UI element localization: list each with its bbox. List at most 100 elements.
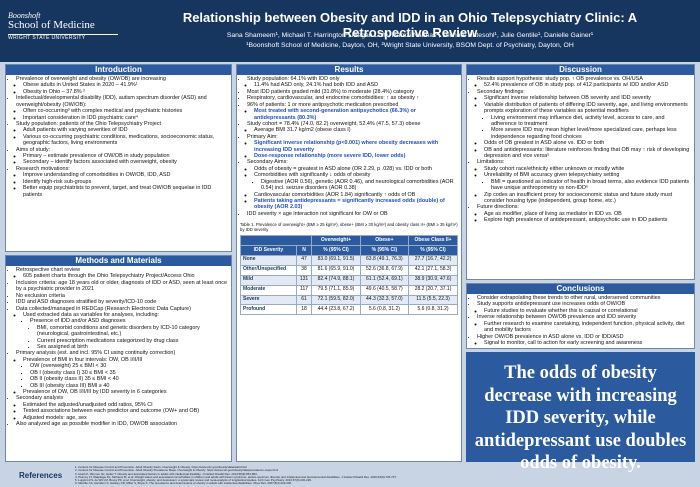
section-title: Methods and Materials bbox=[6, 256, 231, 266]
table-cell: 27.7 (16.7, 42.2) bbox=[408, 254, 458, 266]
table-row: Other/Unspecified 38 81.6 (65.9, 91.0) 52.6… bbox=[240, 264, 458, 276]
table-cell: None bbox=[240, 254, 297, 266]
bullet-item: Sex assigned at birth bbox=[37, 344, 228, 350]
bullet-item: Primary analysis (est. and incl. 95% CI … bbox=[16, 350, 228, 395]
bullet-text: Current prescription medications categor… bbox=[37, 337, 179, 344]
bullet-item: 605 patient charts through the Ohio Tele… bbox=[23, 273, 228, 279]
bullet-list: 11.4% had ASD only, 24.1% had both IDD a… bbox=[247, 82, 458, 88]
bullet-item: 52.4% prevalence of OB in study pop. of … bbox=[484, 82, 691, 88]
table-row: Moderate 117 79.5 (71.1, 85.9) 49.6 (40.5, … bbox=[240, 284, 458, 296]
reference: 4. Ptomey LT, Walpitage DL, Mohseni M, e… bbox=[75, 474, 397, 479]
bullet-list: Significant inverse relationship (p<0.00… bbox=[247, 140, 458, 159]
bullet-list: Used extracted data as variables for ana… bbox=[16, 312, 228, 351]
bullet-item: Secondary findings:Significant inverse r… bbox=[477, 89, 691, 160]
bullet-item: Used extracted data as variables for ana… bbox=[23, 312, 228, 351]
bullet-list: Digestive (AOR 0.56), genetic (AOR 0.46)… bbox=[254, 179, 458, 192]
bullet-item: Secondary – identify factors associated … bbox=[23, 159, 228, 165]
bullet-text: Limitations: bbox=[477, 159, 505, 166]
bullet-item: Important consideration in IDD psychiatr… bbox=[23, 115, 228, 121]
conclusions: ConclusionsConsider extrapolating these … bbox=[466, 283, 695, 349]
bullet-item: More severe IDD may mean higher level/mo… bbox=[491, 127, 691, 140]
table-header-cell: IDD Severity bbox=[240, 245, 297, 256]
bullet-text: Sex assigned at birth bbox=[37, 344, 88, 351]
bullet-item: OW (overweight) 25 ≤ BMI < 30 bbox=[30, 363, 228, 369]
bullet-item: Digestive (AOR 0.56), genetic (AOR 0.46)… bbox=[261, 179, 458, 192]
table-row: Severe 61 72.1 (59.5, 82.0) 44.3 (32.3, 57.… bbox=[240, 294, 458, 306]
bullet-item: Cardiovascular comorbidities (AOR 1.84) … bbox=[254, 192, 458, 198]
bullet-list: Presence of IDD and/or ASD diagnosesBMI,… bbox=[23, 318, 228, 350]
bullet-text: Odds of OB greatest in ASD alone vs. IDD… bbox=[484, 140, 605, 147]
bullet-item: Various co-occurring psychiatric conditi… bbox=[23, 134, 228, 147]
bullet-list: 52.4% prevalence of OB in study pop. of … bbox=[477, 82, 691, 88]
logo-line: School of Medicine bbox=[8, 19, 95, 32]
bullet-text: Secondary Aims: bbox=[247, 159, 288, 166]
bullet-text: Results support hypothesis: study pop. ↑… bbox=[477, 76, 643, 82]
table-cell: 38.9 (30.9, 47.6) bbox=[408, 274, 458, 286]
section-body: Retrospective chart review605 patient ch… bbox=[6, 266, 231, 428]
bullet-text: BMI = questioned as indicator of health … bbox=[491, 178, 690, 192]
bullet-list: Often co-occurring³ with complex medical… bbox=[16, 108, 228, 121]
bullet-item: Most IDD patients graded mild (31.8%) to… bbox=[247, 89, 458, 95]
bullet-list: Results support hypothesis: study pop. ↑… bbox=[470, 76, 691, 224]
table-header-row: IDD Severity N% (95% CI)% (95% CI)% (95% … bbox=[240, 245, 458, 256]
bullet-text: Obese adults in United States in 2020 – … bbox=[23, 82, 138, 89]
bullet-item: Significant inverse relationship between… bbox=[484, 95, 691, 101]
bullet-text: IDD and ASD diagnoses stratified by seve… bbox=[16, 299, 157, 306]
bullet-text: Explore high prevalence of antidepressan… bbox=[484, 217, 668, 224]
bullet-text: Data collected/managed in REDCap (Resear… bbox=[16, 305, 191, 312]
table-cell: 72.1 (59.5, 82.0) bbox=[311, 294, 361, 306]
bullet-item: Intellectual/developmental disability (I… bbox=[16, 95, 228, 121]
bullet-item: Higher OW/OB prevalence in ASD alone vs.… bbox=[477, 334, 691, 347]
bullet-item: Signal to monitor, call to action for ea… bbox=[484, 340, 691, 346]
section-title: Introduction bbox=[6, 65, 231, 75]
bullet-text: Research motivations: bbox=[16, 165, 70, 172]
bullet-item: OB I (obesity class I) 30 ≤ BMI < 35 bbox=[30, 370, 228, 376]
bullet-list: Adult patients with varying severities o… bbox=[16, 127, 228, 146]
bullet-text: Estimated the adjusted/unadjusted odd ra… bbox=[23, 401, 153, 408]
table-cell: 5.6 (0.8, 31.2) bbox=[408, 304, 458, 316]
bullet-list: Signal to monitor, call to action for ea… bbox=[477, 340, 691, 346]
bullet-text: Secondary analysis bbox=[16, 395, 64, 402]
authors: Sana Shameem¹, Michael T. Harrington¹, M… bbox=[226, 32, 594, 39]
bullet-item: Future studies to evaluate whether this … bbox=[484, 308, 691, 314]
table-cell: 52.6 (36.8, 67.9) bbox=[359, 264, 410, 276]
bullet-item: Inverse relationship between OW/OB preva… bbox=[477, 314, 691, 333]
bullet-item: Improve understanding of comorbidities i… bbox=[23, 172, 228, 178]
bullet-list: Study population: 64.1% with IDD only11.… bbox=[240, 76, 458, 217]
bullet-item: Prevalence of OW, OB I/II/III by IDD sev… bbox=[23, 389, 228, 395]
reference: 6. Melville CA, Hamilton S, Hankey CR, M… bbox=[75, 481, 292, 486]
reference: 2. Centers for Disease Control and Preve… bbox=[75, 468, 279, 473]
bullet-text: Variable distribution of patients of dif… bbox=[484, 101, 688, 115]
bullet-text: No exclusion criteria bbox=[16, 292, 65, 299]
section-body: Prevalence of overweight and obesity (OW… bbox=[6, 75, 231, 198]
bullet-text: Aims of study: bbox=[16, 146, 51, 153]
bullet-list: Consider extrapolating these trends to o… bbox=[470, 295, 691, 346]
bullet-text: OB I (obesity class I) 30 ≤ BMI < 35 bbox=[30, 369, 116, 376]
bullet-text: Cardiovascular comorbidities (AOR 1.84) … bbox=[254, 191, 416, 198]
bullet-item: Also analyzed age as possible modifier i… bbox=[16, 421, 228, 427]
bullet-text: Adult patients with varying severities o… bbox=[23, 127, 128, 134]
bullet-list: Prevalence of overweight and obesity (OW… bbox=[9, 76, 228, 198]
bullet-text: Improve understanding of comorbidities i… bbox=[23, 172, 171, 179]
bullet-text: Future directions: bbox=[477, 204, 520, 211]
bullet-text: Average BMI 31.7 kg/m2 (obese class I) bbox=[254, 127, 351, 134]
bullet-text: OB and antidepressants: literature reinf… bbox=[484, 146, 690, 160]
bullet-text: Adjusted models: age, sex bbox=[23, 414, 87, 421]
bullet-item: Average BMI 31.7 kg/m2 (obese class I) bbox=[254, 127, 458, 133]
bullet-text: Most treated with second-generation anti… bbox=[254, 108, 416, 121]
bullet-item: No exclusion criteria bbox=[16, 293, 228, 299]
bullet-text: Also analyzed age as possible modifier i… bbox=[16, 421, 178, 428]
bullet-text: Better equip psychiatrists to prevent, t… bbox=[23, 185, 212, 198]
bullet-item: Secondary analysisEstimated the adjusted… bbox=[16, 395, 228, 421]
bullet-item: Data collected/managed in REDCap (Resear… bbox=[16, 306, 228, 351]
bullet-item: Explore high prevalence of antidepressan… bbox=[484, 217, 691, 223]
bullet-text: Secondary findings: bbox=[477, 88, 525, 95]
bullet-item: Often co-occurring³ with complex medical… bbox=[23, 108, 228, 114]
logo-line: Boonshoft bbox=[8, 11, 41, 20]
results-table: Overweight+ Obese+ Obese Class II+ IDD Seve… bbox=[239, 235, 458, 316]
table-cell: 61 bbox=[295, 294, 313, 306]
bullet-item: Better equip psychiatrists to prevent, t… bbox=[23, 185, 228, 198]
bullet-item: OB II (obesity class II) 35 ≤ BMI < 40 bbox=[30, 376, 228, 382]
bullet-text: Tested associations between each predict… bbox=[23, 408, 200, 415]
bullet-text: BMI, comorbid conditions and genetic dis… bbox=[37, 324, 200, 338]
